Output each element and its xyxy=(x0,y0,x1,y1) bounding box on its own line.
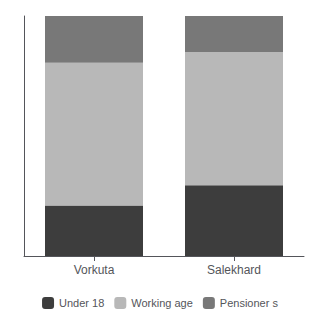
svg-text:Salekhard: Salekhard xyxy=(207,263,261,277)
svg-text:Vorkuta: Vorkuta xyxy=(74,263,115,277)
svg-text:Under 18: Under 18 xyxy=(59,297,104,309)
svg-text:Working age: Working age xyxy=(131,297,193,309)
svg-text:Pensioner s: Pensioner s xyxy=(220,297,279,309)
